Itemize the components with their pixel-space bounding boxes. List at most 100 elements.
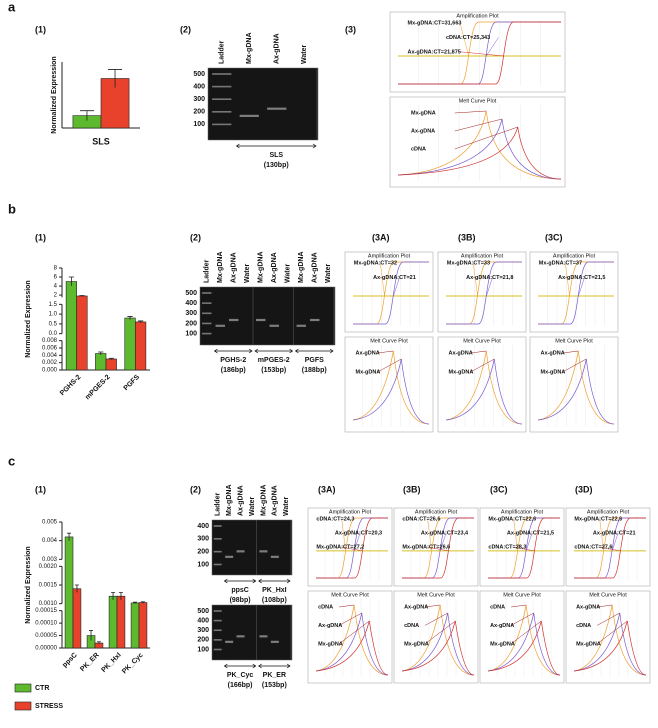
ladder-label: 400	[197, 617, 209, 624]
melt-label: Mx-gDNA	[576, 641, 601, 647]
ladder-band	[213, 619, 222, 622]
panel-letter: b	[8, 201, 16, 216]
label-arrow	[379, 262, 385, 297]
y-tick-label: 0.0020	[39, 564, 58, 570]
legend-label: STRESS	[35, 703, 63, 710]
amp-curve	[398, 21, 561, 85]
label-arrow	[562, 350, 579, 354]
melt-plot	[393, 590, 479, 684]
lane-label: Ax-gDNA	[231, 252, 238, 283]
ladder-label: 500	[193, 71, 205, 78]
plot-title: Amplification Plot	[587, 509, 630, 515]
product-name: mPGES-2	[258, 357, 290, 364]
label-arrow	[470, 350, 487, 354]
gel-band	[310, 318, 320, 322]
lane-label: Water	[301, 45, 308, 64]
amp-curve	[538, 261, 614, 325]
bar	[105, 358, 117, 371]
amp-plot	[389, 11, 566, 93]
ladder-label: 400	[197, 523, 209, 530]
lane-label: Mx-gDNA	[260, 485, 267, 517]
bar	[130, 602, 140, 649]
label-arrow	[424, 620, 456, 644]
ct-label: cDNA:CT=28,3	[488, 545, 526, 551]
ladder-label: 500	[197, 608, 209, 615]
label-arrow	[513, 546, 535, 552]
ct-label: Ax-gDNA:CT=21,5	[558, 275, 605, 281]
y-tick-label: 1.5	[49, 302, 58, 308]
y-tick-label: 0.0015	[39, 583, 58, 589]
y-tick-label: 0.000	[42, 368, 58, 374]
plot-title: Amplification Plot	[501, 509, 544, 515]
gel-band	[225, 640, 234, 643]
product-size: (108bp)	[262, 597, 287, 604]
product-arrow	[258, 663, 291, 669]
ladder-label: 100	[185, 330, 197, 337]
gel-band	[259, 550, 268, 553]
gel-band	[259, 635, 268, 638]
error-bar	[79, 295, 85, 297]
ladder-band	[202, 322, 212, 325]
label-arrow	[596, 620, 628, 644]
label-arrow	[439, 532, 447, 551]
plot-title: Amplification Plot	[415, 509, 458, 515]
plot-title: Amplification Plot	[368, 253, 411, 259]
ladder-band	[212, 85, 232, 88]
melt-plot	[565, 590, 651, 684]
melt-label: Mx-gDNA	[356, 369, 381, 375]
gel-band	[269, 324, 279, 327]
lane-label: Ax-gDNA	[274, 33, 281, 64]
plot-title: Melt Curve Plot	[331, 592, 369, 598]
lane-label: Mx-gDNA	[226, 485, 233, 517]
lane-label: Mx-gDNA	[217, 252, 224, 284]
panel-header: (1)	[35, 232, 46, 242]
label-arrow	[454, 126, 518, 150]
amp-curve	[398, 21, 561, 85]
product-arrow	[258, 578, 291, 584]
ladder-label: 100	[197, 561, 209, 568]
melt-label: cDNA	[576, 623, 591, 629]
product-name: PK_Cyc	[227, 672, 254, 679]
ladder-label: 200	[193, 109, 205, 116]
ct-label: cDNA:CT=27,6	[574, 545, 612, 551]
label-arrow	[564, 262, 570, 297]
bar	[65, 281, 77, 371]
error-bar	[96, 641, 101, 645]
panel-header: (3)	[345, 24, 356, 34]
legend-swatch	[14, 701, 32, 711]
melt-label: Mx-gDNA	[541, 369, 566, 375]
label-arrow	[525, 532, 533, 551]
label-arrow	[427, 546, 449, 552]
plot-title: Melt Curve Plot	[555, 338, 593, 344]
ct-label: Mx-gDNA:CT=26,6	[402, 545, 450, 551]
ladder-label: 100	[193, 121, 205, 128]
melt-label: cDNA	[411, 146, 426, 152]
y-axis-label: Normalized Expression	[25, 546, 32, 623]
product-arrow	[254, 348, 294, 354]
lane-label: Ladder	[219, 40, 226, 64]
ladder-label: 300	[197, 536, 209, 543]
ct-label: cDNA:CT=24,3	[316, 516, 354, 522]
gel-image	[211, 519, 293, 576]
legend-label: CTR	[35, 685, 49, 692]
product-arrow	[223, 578, 257, 584]
ladder-band	[213, 639, 222, 641]
bar	[108, 595, 118, 649]
error-bar	[108, 357, 114, 360]
panel-header: (3C)	[490, 484, 508, 494]
label-arrow	[611, 532, 619, 551]
melt-label: Ax-gDNA	[576, 604, 600, 610]
melt-plot	[479, 590, 565, 684]
label-arrow	[486, 277, 493, 297]
error-bar	[133, 601, 138, 604]
product-name: PGFS	[305, 357, 324, 364]
plot-title: Melt Curve Plot	[370, 338, 408, 344]
ladder-band	[212, 98, 232, 100]
gel-band	[215, 324, 225, 327]
label-arrow	[599, 546, 621, 552]
label-arrow	[511, 604, 527, 608]
ladder-label: 200	[185, 320, 197, 327]
label-arrow	[470, 358, 495, 373]
plot-title: Amplification Plot	[553, 253, 596, 259]
label-arrow	[341, 546, 363, 552]
